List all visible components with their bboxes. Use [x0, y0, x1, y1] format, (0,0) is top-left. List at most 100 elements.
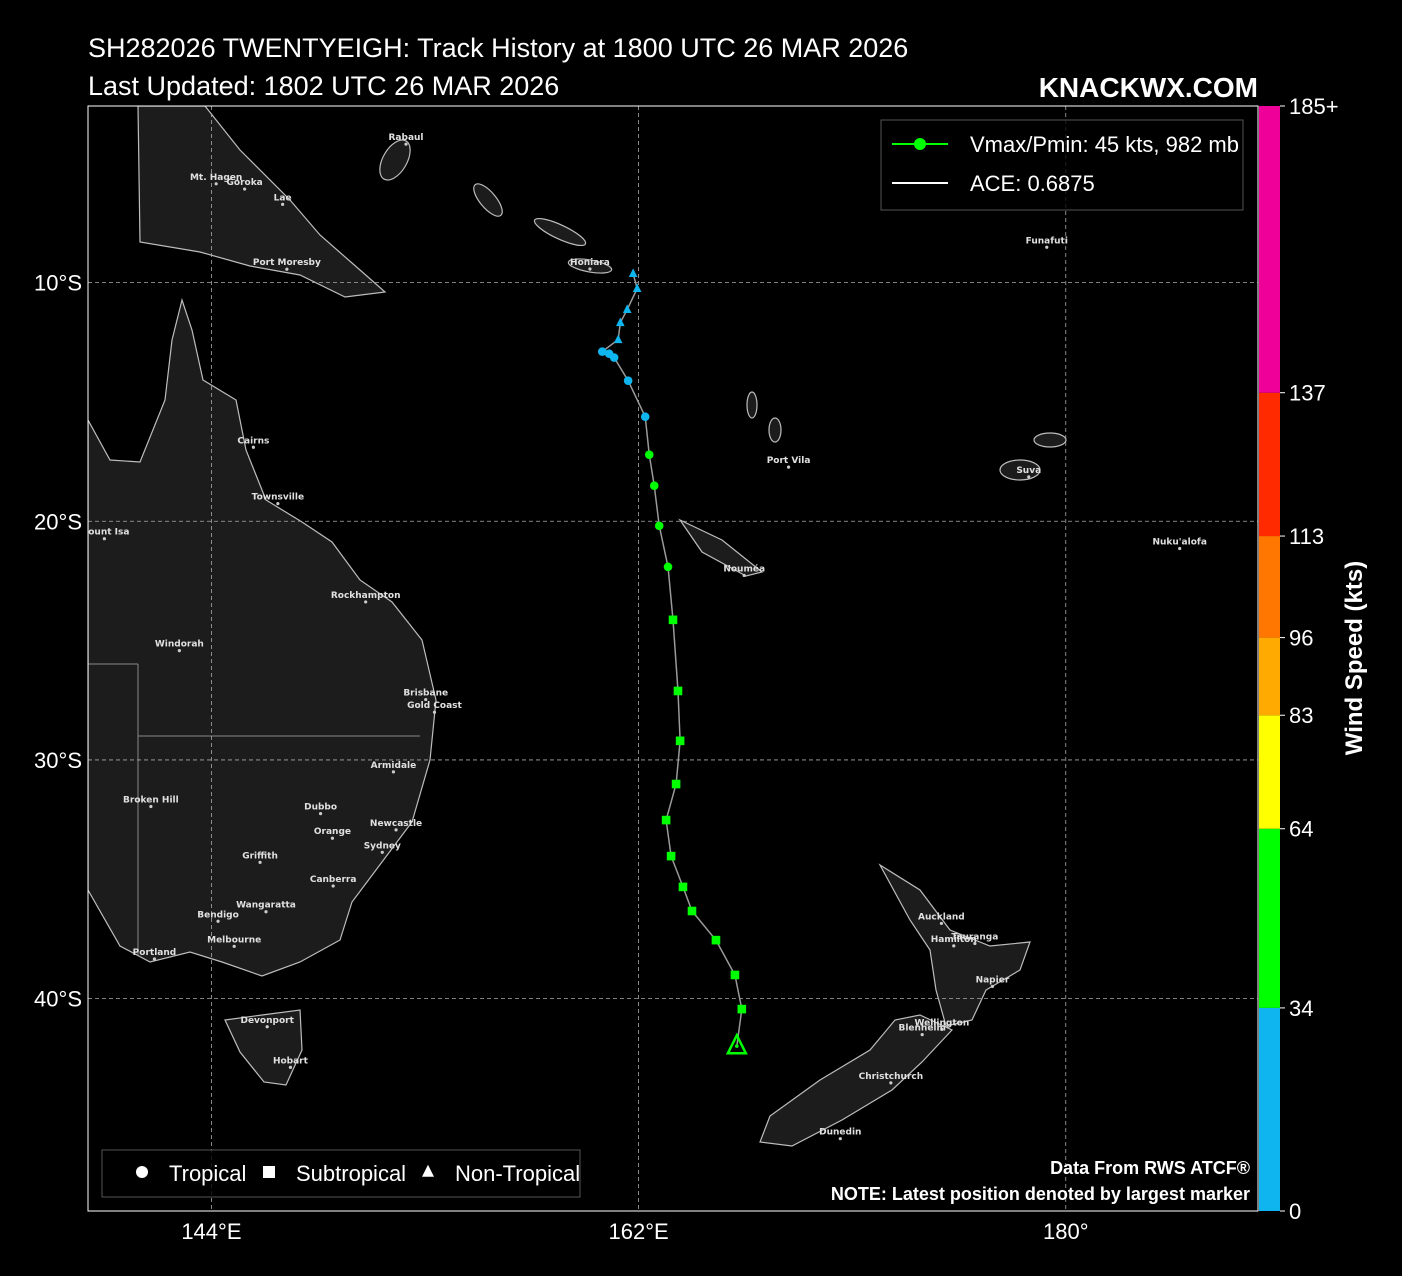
- marker-triangle: [616, 317, 625, 327]
- nz-south: [759, 1014, 954, 1147]
- city-dot: [1027, 475, 1031, 479]
- city-label: Blenheim: [898, 1024, 945, 1034]
- city-dot: [216, 919, 220, 923]
- city-label: Canberra: [310, 875, 357, 885]
- marker-square: [711, 935, 721, 945]
- colorbar-segment: [1259, 106, 1280, 393]
- colorbar-segment: [1259, 828, 1280, 1008]
- city-label: Sydney: [364, 841, 401, 851]
- city-dot: [838, 1137, 842, 1141]
- city-label: Tauranga: [951, 932, 998, 942]
- city-label: Nuku'alofa: [1152, 537, 1206, 547]
- marker-square: [668, 615, 678, 625]
- city-label: Orange: [314, 827, 351, 837]
- city-dot: [285, 267, 289, 271]
- city-dot: [973, 941, 977, 946]
- city-label: Auckland: [918, 912, 965, 922]
- city-label: Broken Hill: [123, 795, 179, 805]
- city-dot: [264, 910, 268, 914]
- land: [88, 106, 1067, 1147]
- city-dot: [251, 445, 256, 449]
- city-label: Rockhampton: [331, 591, 401, 601]
- colorbar-segment: [1259, 536, 1280, 638]
- city-label: Port Moresby: [253, 258, 321, 268]
- colorbar-segment: [1259, 637, 1280, 716]
- marker-circle: [597, 347, 607, 356]
- city-label: Townsville: [252, 493, 304, 503]
- marker-square: [737, 1004, 747, 1014]
- city-label: Wangaratta: [236, 901, 296, 911]
- fiji: [999, 459, 1041, 481]
- colorbar-tick-label: 34: [1289, 996, 1313, 1021]
- solomons: [567, 258, 613, 274]
- city-label: Wellington: [915, 1018, 970, 1028]
- city-label: Mt. Hagen: [190, 173, 242, 183]
- y-tick-label: 20°S: [34, 509, 82, 534]
- city-dot: [318, 812, 323, 816]
- colorbar-tick-label: 96: [1289, 626, 1313, 651]
- city-dot: [742, 573, 746, 578]
- marker-square: [678, 882, 688, 892]
- legend-marker: [914, 138, 926, 150]
- city-dot: [939, 921, 944, 926]
- marker-circle: [136, 1166, 148, 1178]
- city-dot: [1045, 245, 1049, 249]
- colorbar-label: Wind Speed (kts): [1341, 561, 1368, 755]
- city-dot: [404, 142, 408, 146]
- city-dot: [432, 710, 437, 714]
- marker-triangle: [632, 283, 642, 293]
- y-tick-label: 30°S: [34, 748, 82, 773]
- city-dot: [232, 944, 236, 948]
- colorbar-tick-label: 0: [1289, 1199, 1301, 1224]
- marker-square: [687, 906, 697, 916]
- city-label: Hamilton: [931, 935, 977, 945]
- city-label: Honiara: [570, 258, 610, 268]
- city-dot: [152, 957, 157, 961]
- city-dot: [281, 202, 285, 206]
- city-dot: [330, 836, 335, 840]
- legend-label: ACE: 0.6875: [970, 171, 1095, 196]
- marker-square: [673, 686, 683, 696]
- x-tick-label: 180°: [1043, 1219, 1089, 1244]
- png: [137, 106, 387, 298]
- city-label: Brisbane: [403, 689, 448, 699]
- city-label: Windorah: [155, 640, 204, 650]
- city-label: Goroka: [227, 178, 263, 188]
- marker-circle: [640, 412, 650, 422]
- track-line: [600, 273, 743, 1047]
- marker-circle: [654, 521, 664, 531]
- marker-legend-label: Tropical: [169, 1161, 246, 1186]
- city-dot: [243, 187, 247, 191]
- marker-circle: [609, 353, 619, 362]
- city-label: Lae: [274, 193, 292, 203]
- marker-triangle: [725, 1032, 748, 1055]
- frame: [87, 105, 1259, 1212]
- city-dot: [258, 860, 262, 864]
- x-tick-label: 162°E: [608, 1219, 668, 1244]
- city-label: Melbourne: [207, 935, 261, 945]
- colorbar-tick-label: 137: [1289, 381, 1326, 406]
- x-tick-label: 144°E: [181, 1219, 241, 1244]
- city-label: Nouméa: [723, 563, 765, 574]
- marker-square: [666, 851, 676, 861]
- city-label: Dunedin: [819, 1128, 861, 1138]
- marker-square: [730, 970, 740, 980]
- legend-box: [880, 119, 1244, 211]
- city-dot: [920, 1033, 924, 1037]
- marker-square: [675, 736, 685, 746]
- solomons: [533, 217, 587, 247]
- city-dot: [331, 884, 335, 888]
- colorbar-tick-label: 83: [1289, 703, 1313, 728]
- marker-triangle: [422, 1164, 434, 1177]
- marker-square: [263, 1166, 275, 1178]
- marker-legend-label: Non-Tropical: [455, 1161, 580, 1186]
- city-dot: [391, 770, 396, 774]
- new-britain: [379, 139, 411, 181]
- note: Data From RWS ATCF®: [1050, 1158, 1250, 1178]
- fiji: [1033, 432, 1067, 448]
- city-dot: [102, 537, 106, 541]
